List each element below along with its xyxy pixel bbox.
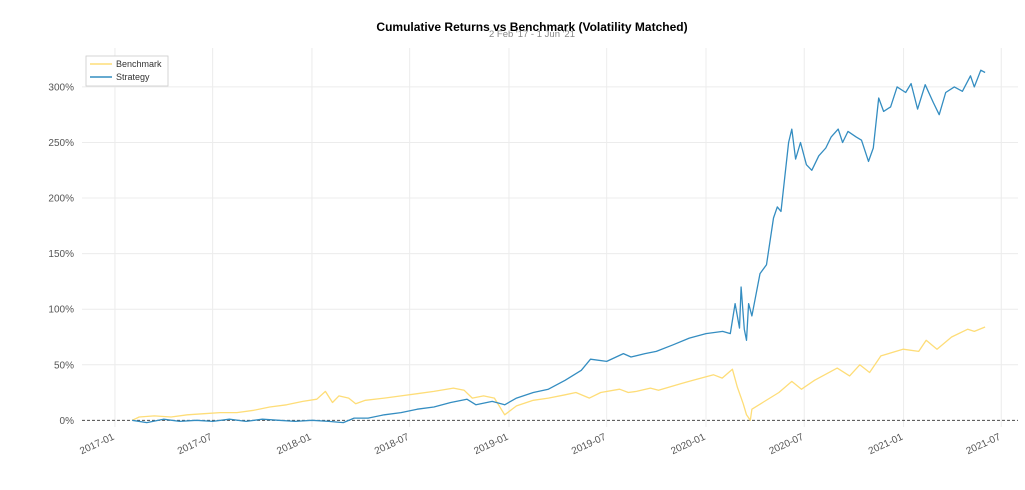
- legend-label-benchmark: Benchmark: [116, 59, 162, 69]
- y-tick-label: 200%: [48, 194, 74, 205]
- x-tick-label: 2017-01: [78, 432, 116, 458]
- x-tick-label: 2019-01: [472, 432, 510, 458]
- y-tick-label: 0%: [60, 416, 75, 427]
- y-tick-label: 250%: [48, 138, 74, 149]
- x-tick-label: 2020-07: [768, 432, 806, 458]
- chart-subtitle: 2 Feb '17 - 1 Jun '21: [489, 29, 575, 40]
- grid-layer: [82, 48, 1018, 427]
- x-tick-label: 2021-01: [867, 432, 905, 458]
- chart-title: Cumulative Returns vs Benchmark (Volatil…: [376, 20, 687, 34]
- y-tick-label: 100%: [48, 305, 74, 316]
- y-tick-label: 300%: [48, 82, 74, 93]
- series-line-strategy: [132, 69, 986, 424]
- x-tick-label: 2021-07: [965, 432, 1003, 458]
- y-tick-label: 50%: [54, 360, 74, 371]
- legend-box: [85, 55, 169, 87]
- x-tick-label: 2020-01: [669, 432, 707, 458]
- x-tick-label: 2018-07: [373, 432, 411, 458]
- x-tick-label: 2018-01: [275, 432, 313, 458]
- series-layer: [131, 69, 986, 424]
- x-tick-label: 2017-07: [176, 432, 214, 458]
- x-axis: 2017-01 2017-07 2018-01 2018-07 2019-01 2019-…: [78, 432, 1003, 458]
- y-tick-label: 150%: [48, 249, 74, 260]
- legend-label-strategy: Strategy: [116, 72, 150, 82]
- x-tick-label: 2019-07: [570, 432, 608, 458]
- series-line-benchmark: [131, 326, 986, 421]
- y-axis: 0% 50% 100% 150% 200% 250% 300%: [48, 82, 74, 426]
- legend: Benchmark Strategy: [85, 55, 169, 87]
